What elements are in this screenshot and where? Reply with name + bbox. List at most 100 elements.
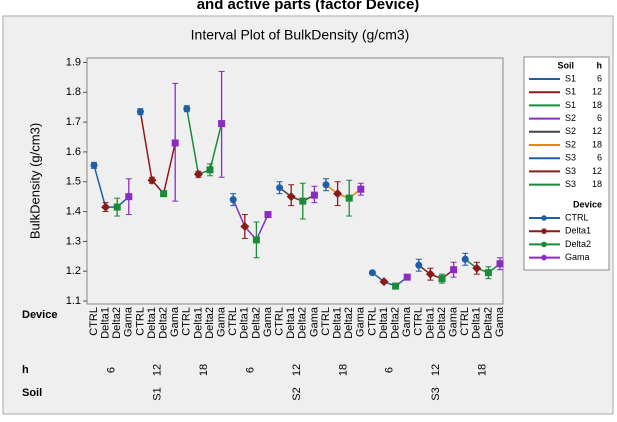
x-h-label: 12 [430, 364, 442, 376]
x-device-label: Gama [169, 306, 181, 337]
x-device-label: Delta2 [436, 307, 448, 339]
group-line [418, 264, 455, 280]
x-device-label: Gama [123, 306, 135, 337]
legend-symbol [541, 228, 547, 234]
legend-header: Soil [557, 60, 574, 70]
chart-title: Interval Plot of BulkDensity (g/cm3) [191, 27, 410, 43]
legend-label: S3 [565, 179, 576, 189]
point [183, 105, 191, 113]
point [496, 260, 504, 268]
y-tick-label: 1.9 [66, 56, 81, 68]
legend-symbol [541, 254, 547, 261]
x-device-label: Gama [262, 306, 274, 337]
legend-label: 12 [592, 166, 602, 176]
legend-header: Device [573, 199, 602, 209]
x-h-label: 6 [245, 367, 257, 373]
legend-label: 18 [592, 100, 602, 110]
x-device-label: CTRL [459, 307, 471, 336]
x-device-label: Delta2 [390, 307, 402, 339]
point [171, 139, 179, 147]
group-line [371, 272, 408, 287]
x-device-label: Gama [308, 306, 320, 337]
y-tick-label: 1.6 [66, 146, 81, 158]
y-tick-label: 1.8 [66, 86, 81, 98]
x-device-label: Delta1 [239, 307, 251, 339]
x-device-label: CTRL [134, 307, 146, 336]
plot-area [86, 57, 504, 305]
group-line [232, 199, 269, 242]
x-device-label: Delta1 [285, 307, 297, 339]
legend-label: S1 [565, 73, 576, 83]
legend-label: Gama [565, 252, 590, 262]
point [392, 282, 400, 290]
x-device-label: CTRL [320, 307, 332, 336]
point [450, 266, 458, 274]
legend-label: S3 [565, 166, 576, 176]
x-h-label: 12 [152, 364, 164, 376]
y-tick-label: 1.5 [66, 176, 81, 188]
point [357, 185, 365, 193]
x-device-label: Delta1 [378, 307, 390, 339]
y-tick-label: 1.3 [66, 235, 81, 247]
x-device-label: Delta2 [158, 307, 170, 339]
y-tick-label: 1.4 [66, 205, 81, 217]
point [193, 169, 203, 179]
point [310, 191, 318, 199]
x-h-label: 6 [105, 367, 117, 373]
point [229, 196, 237, 204]
point [368, 269, 376, 277]
point [125, 193, 133, 201]
y-tick-label: 1.2 [66, 265, 81, 277]
x-soil-label: S3 [430, 387, 442, 400]
point [472, 263, 482, 273]
x-device-label: Delta1 [332, 307, 344, 339]
legend-label: 12 [592, 126, 602, 136]
x-h-label: 18 [198, 364, 210, 376]
x-device-label: Delta2 [111, 307, 123, 339]
legend-label: S2 [565, 126, 576, 136]
x-device-label: CTRL [366, 307, 378, 336]
legend-label: Delta1 [565, 226, 591, 236]
x-device-label: CTRL [227, 307, 239, 336]
point [403, 273, 411, 281]
point [264, 211, 272, 219]
point [218, 120, 226, 128]
legend-label: 18 [592, 179, 602, 189]
legend-label: S2 [565, 113, 576, 123]
x-level-label: Soil [22, 387, 42, 399]
legend-label: S1 [565, 87, 576, 97]
legend-label: CTRL [565, 212, 589, 222]
point [484, 269, 492, 277]
point [425, 269, 435, 279]
point [299, 197, 307, 205]
group-line [93, 165, 130, 208]
x-h-label: 6 [384, 367, 396, 373]
x-device-label: CTRL [274, 307, 286, 336]
point [136, 108, 144, 116]
legend-label: S3 [565, 153, 576, 163]
group-line [279, 187, 315, 202]
point [286, 192, 296, 202]
legend-header: h [597, 60, 603, 70]
legend-label: S2 [565, 139, 576, 149]
legend-label: S1 [565, 100, 576, 110]
x-device-label: Delta1 [471, 307, 483, 339]
legend-label: 12 [592, 87, 602, 97]
group-line [464, 258, 501, 274]
legend-label: 6 [597, 113, 602, 123]
x-device-label: CTRL [88, 307, 100, 336]
point [252, 236, 260, 244]
x-device-label: Gama [216, 306, 228, 337]
point [322, 181, 330, 189]
x-soil-label: S1 [152, 387, 164, 400]
legend-label: Delta2 [565, 239, 591, 249]
x-device-label: Gama [494, 306, 506, 337]
x-device-label: Delta1 [424, 307, 436, 339]
legend-symbol [541, 215, 547, 221]
x-h-label: 18 [337, 364, 349, 376]
x-device-label: Delta2 [297, 307, 309, 339]
x-device-label: Delta2 [343, 307, 355, 339]
point [90, 161, 98, 169]
group-line [139, 111, 176, 196]
